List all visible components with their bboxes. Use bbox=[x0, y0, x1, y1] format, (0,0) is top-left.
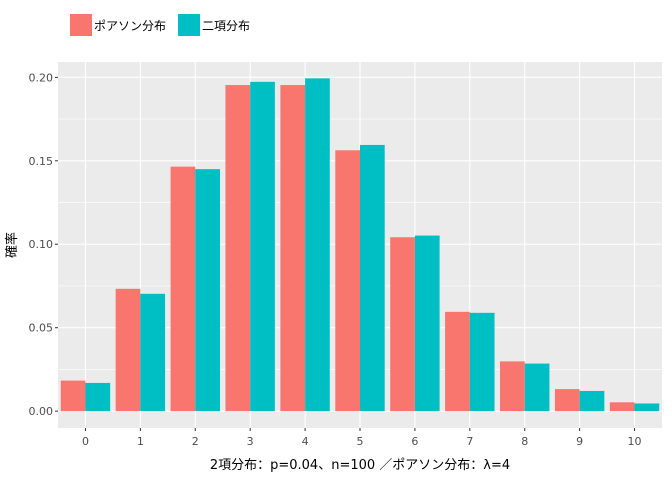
x-tick-label: 0 bbox=[82, 435, 89, 448]
x-tick-label: 6 bbox=[411, 435, 418, 448]
y-axis: 0.00 0.05 0.10 0.15 0.20 bbox=[29, 71, 58, 418]
bar-series-2-9 bbox=[579, 390, 605, 412]
bar-series-2-10 bbox=[634, 403, 660, 412]
legend-key-2 bbox=[178, 14, 201, 36]
bar-series-1-1 bbox=[115, 288, 141, 412]
x-tick-label: 9 bbox=[576, 435, 583, 448]
x-tick-label: 10 bbox=[628, 435, 642, 448]
x-tick-label: 4 bbox=[302, 435, 309, 448]
bars bbox=[60, 78, 660, 412]
bar-series-1-6 bbox=[390, 237, 415, 412]
bar-series-1-4 bbox=[280, 85, 306, 412]
bar-series-1-0 bbox=[60, 380, 86, 412]
bar-series-2-5 bbox=[360, 144, 385, 412]
y-tick-label: 0.15 bbox=[29, 155, 54, 168]
x-tick-label: 5 bbox=[357, 435, 364, 448]
x-tick-label: 8 bbox=[521, 435, 528, 448]
y-tick-label: 0.10 bbox=[29, 238, 54, 251]
x-tick-label: 2 bbox=[192, 435, 199, 448]
bar-series-2-0 bbox=[85, 382, 111, 412]
x-tick-label: 1 bbox=[137, 435, 144, 448]
bar-series-2-8 bbox=[524, 363, 550, 412]
bar-series-1-9 bbox=[554, 389, 580, 412]
bar-series-2-6 bbox=[414, 235, 440, 412]
bar-series-1-5 bbox=[335, 150, 360, 412]
x-tick-label: 3 bbox=[247, 435, 254, 448]
bar-series-1-3 bbox=[225, 85, 251, 412]
y-axis-title: 確率 bbox=[4, 232, 20, 258]
y-tick-label: 0.00 bbox=[29, 405, 54, 418]
bar-series-1-8 bbox=[500, 361, 525, 412]
x-axis-title: 2項分布：p=0.04、n=100 ／ポアソン分布：λ=4 bbox=[210, 458, 510, 473]
bar-series-1-7 bbox=[445, 311, 470, 412]
legend-label-2: 二項分布 bbox=[202, 19, 250, 33]
y-tick-label: 0.20 bbox=[29, 71, 54, 84]
bar-series-2-2 bbox=[195, 169, 220, 412]
x-tick-label: 7 bbox=[466, 435, 473, 448]
legend-label-1: ポアソン分布 bbox=[94, 19, 166, 33]
bar-series-2-3 bbox=[250, 81, 275, 412]
legend-key-1 bbox=[70, 14, 92, 36]
x-axis: 0 1 2 3 4 5 6 7 8 9 10 bbox=[82, 428, 642, 448]
bar-series-1-10 bbox=[609, 402, 635, 412]
legend: ポアソン分布 二項分布 bbox=[70, 14, 250, 36]
bar-series-1-2 bbox=[170, 166, 196, 412]
bar-series-2-7 bbox=[469, 312, 495, 412]
y-tick-label: 0.05 bbox=[29, 322, 54, 335]
bar-series-2-4 bbox=[305, 78, 330, 412]
bar-series-2-1 bbox=[140, 293, 166, 412]
